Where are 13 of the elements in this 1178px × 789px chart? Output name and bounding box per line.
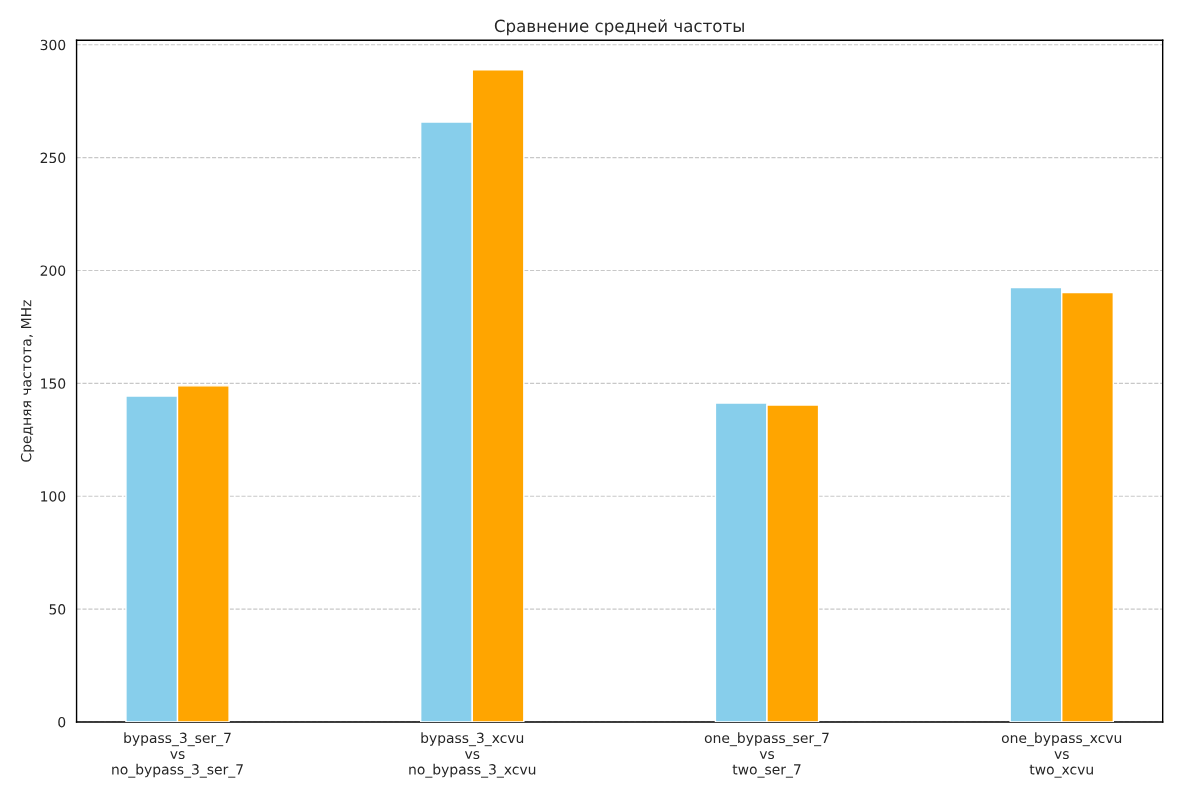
chart-title: Сравнение средней частоты <box>494 19 744 36</box>
y-tick-label: 0 <box>58 716 66 728</box>
y-tick-label: 250 <box>40 152 66 164</box>
x-tick-label: bypass_3_ser_7 vs no_bypass_3_ser_7 <box>112 732 243 778</box>
y-tick-label: 50 <box>49 604 66 615</box>
y-tick-label: 100 <box>41 491 66 502</box>
y-tick-label: 300 <box>40 39 66 51</box>
y-tick-label: 200 <box>40 265 66 276</box>
x-tick-label: one_bypass_xcvu vs two_xcvu <box>1001 732 1122 778</box>
x-tick-label: bypass_3_xcvu vs no_bypass_3_xcvu <box>409 732 536 778</box>
y-tick-label: 150 <box>41 378 66 389</box>
x-tick-label: one_bypass_ser_7 vs two_ser_7 <box>704 732 829 778</box>
y-axis-title: Средняя частота, MHz <box>20 300 35 462</box>
